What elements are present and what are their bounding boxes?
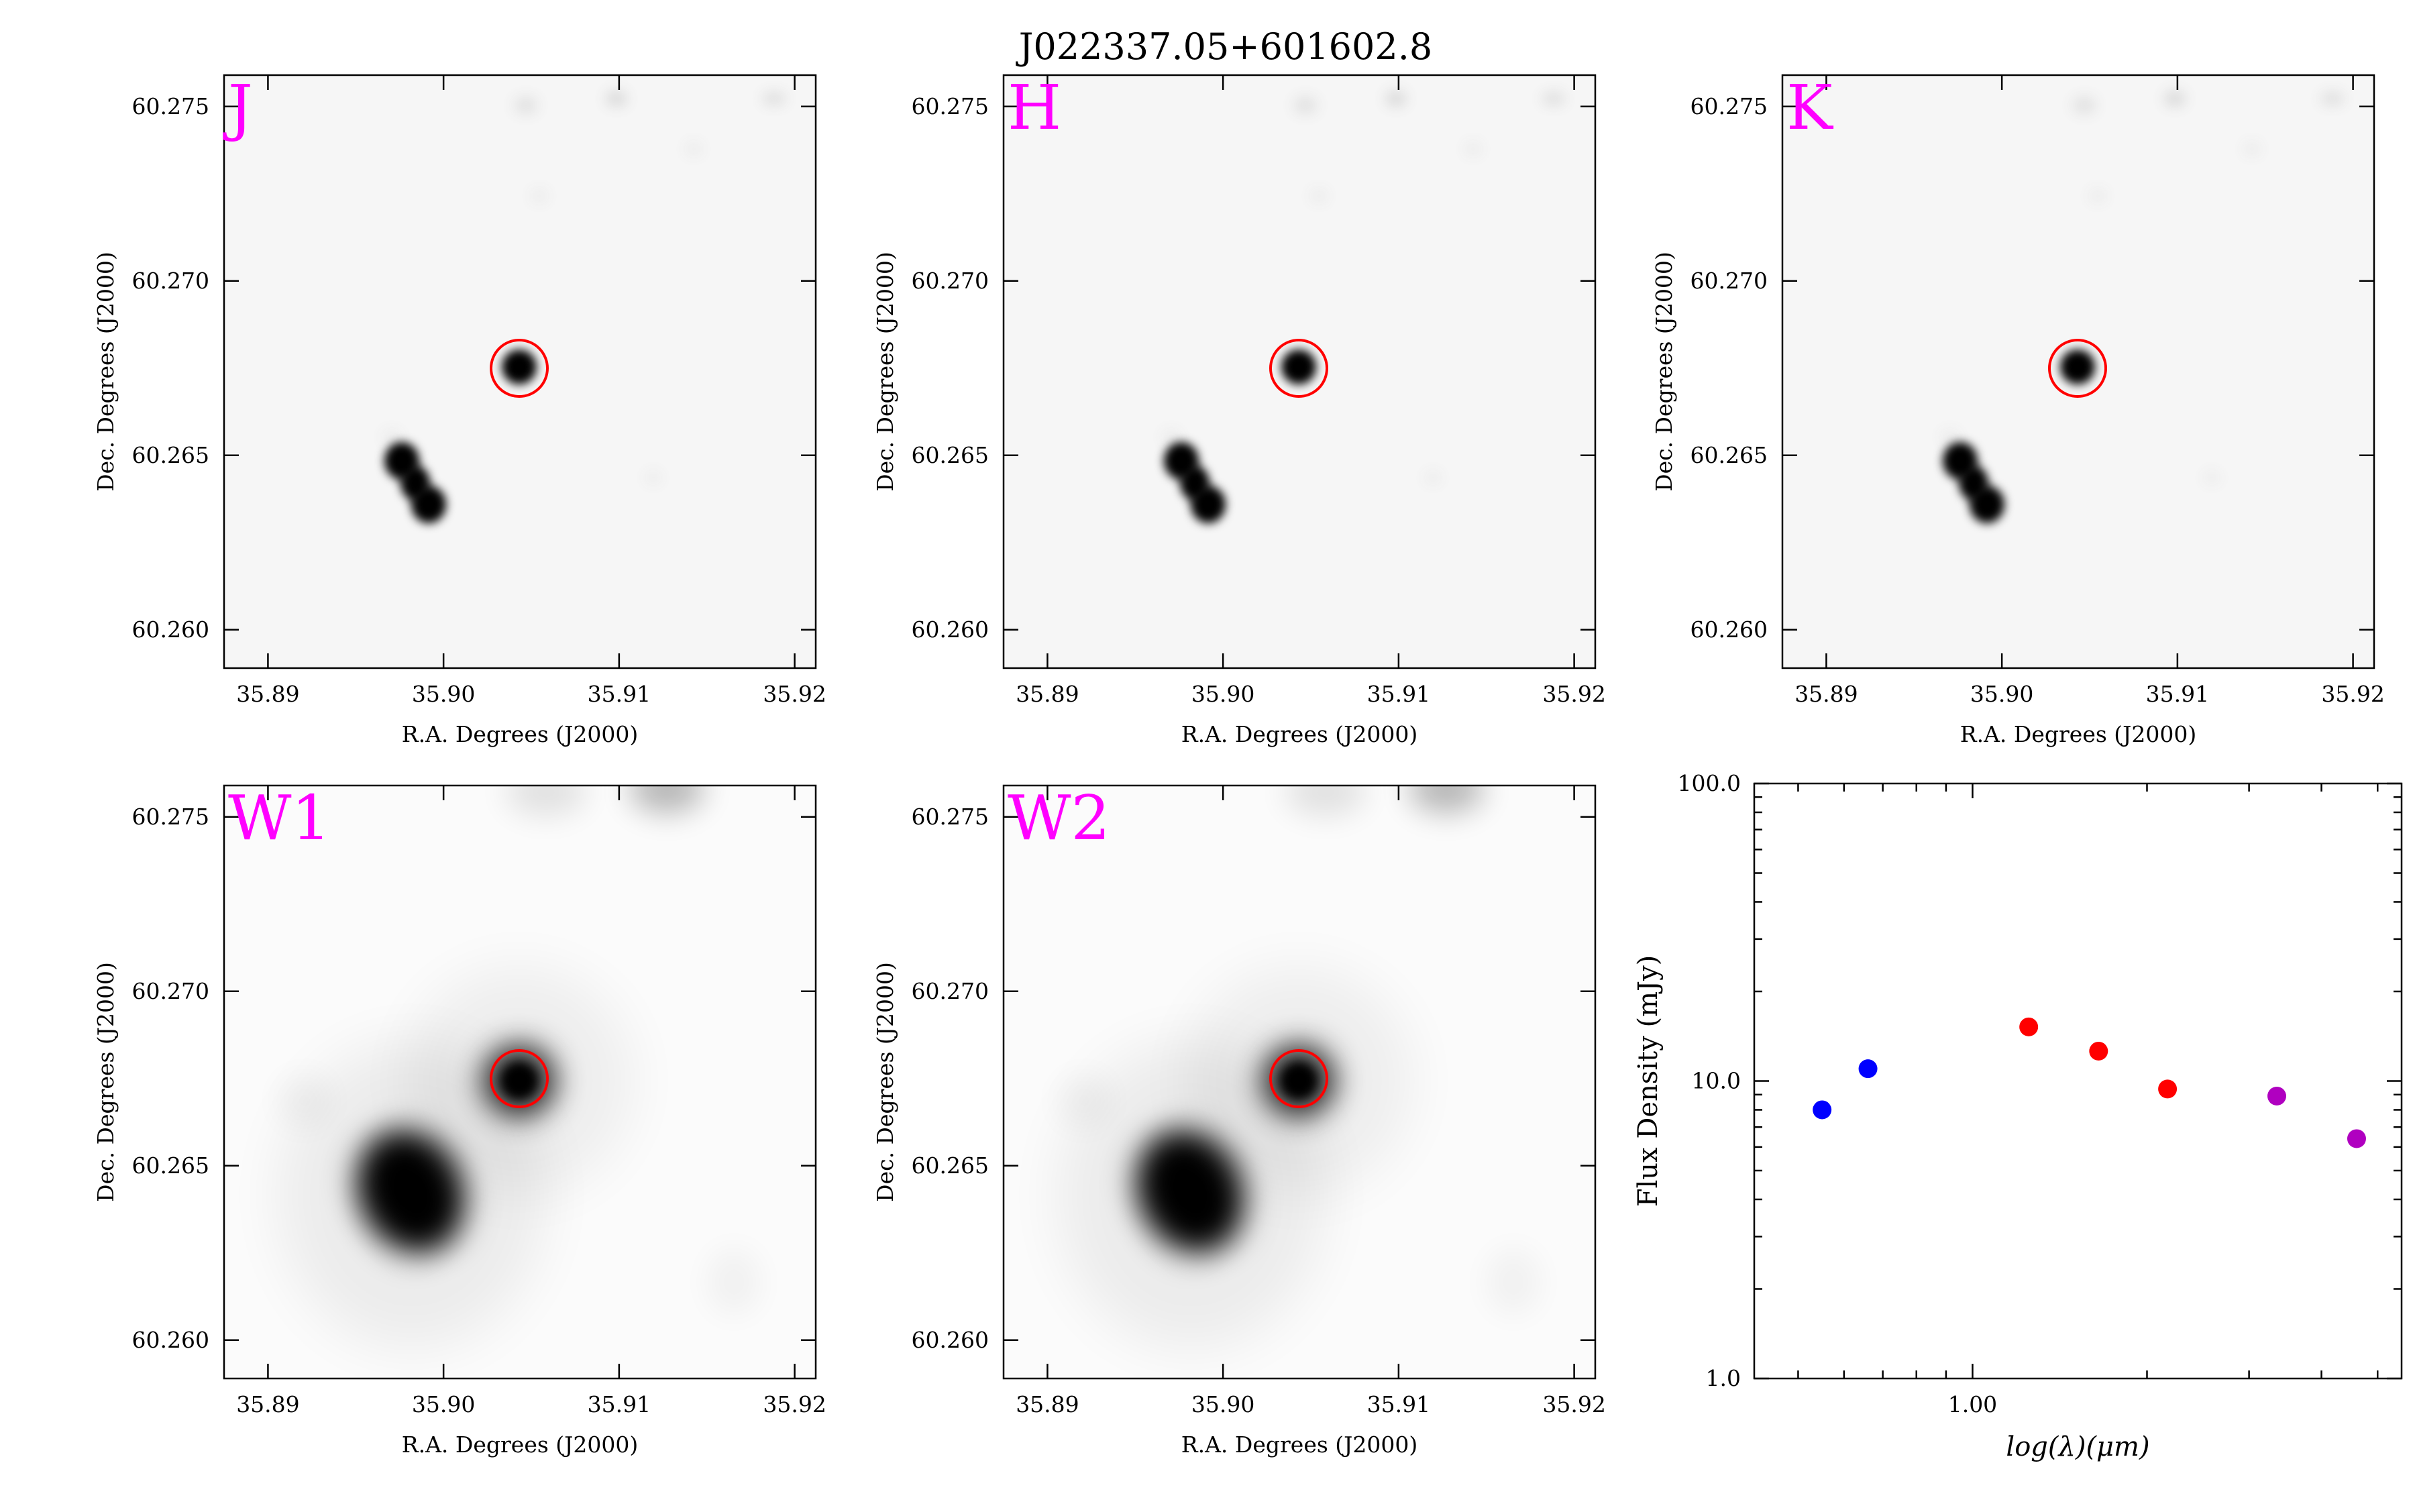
x-axis-label: R.A. Degrees (J2000): [1181, 1432, 1417, 1458]
y-tick-label: 60.265: [132, 442, 209, 468]
sed-x-axis-label: log(λ)(μm): [2006, 1432, 2149, 1462]
y-tick-label: 60.275: [132, 804, 209, 830]
y-tick-label: 60.265: [132, 1152, 209, 1179]
sed-y-tick-label: 1.0: [1706, 1365, 1741, 1391]
sed-series-1: [2019, 1017, 2178, 1099]
y-tick-label: 60.275: [1690, 93, 1768, 119]
y-tick-label: 60.260: [912, 1327, 989, 1353]
panel-frame: [1002, 74, 1597, 669]
target-circle: [1269, 339, 1328, 398]
sed-plot: 100.0 10.0 1.0 1.00 log(λ)(μm) Flux Density (…: [1633, 770, 2403, 1462]
y-tick-label: 60.270: [132, 268, 209, 294]
sed-data-point: [2158, 1079, 2178, 1099]
target-circle: [1269, 1049, 1328, 1108]
sed-data-point: [1858, 1059, 1878, 1079]
panel-frame: [1781, 74, 2375, 669]
x-tick-label: 35.89: [1016, 681, 1079, 707]
cutout-panel-j: 35.89 35.90 35.91 35.92 60.275 60.270 60.265 60…: [93, 72, 826, 747]
x-tick-label: 35.90: [412, 681, 475, 707]
y-tick-label: 60.270: [132, 978, 209, 1004]
cutout-panel-w1: 35.89 35.90 35.91 35.92 60.275 60.270 60.265 60…: [93, 782, 826, 1458]
figure-title: J022337.05+601602.8: [1016, 25, 1433, 68]
x-tick-label: 35.89: [1016, 1391, 1079, 1417]
cutout-image: [224, 786, 816, 1379]
x-tick-label: 35.90: [412, 1391, 475, 1417]
cutout-image: [1782, 75, 2374, 668]
x-axis-label: R.A. Degrees (J2000): [402, 721, 638, 747]
y-tick-label: 60.265: [912, 1152, 989, 1179]
band-label: J: [223, 72, 253, 144]
y-axis-label: Dec. Degrees (J2000): [93, 962, 119, 1202]
y-tick-label: 60.270: [912, 978, 989, 1004]
cutout-panel-h: 35.89 35.90 35.91 35.92 60.275 60.270 60.265 60…: [872, 72, 1606, 747]
band-label: H: [1008, 72, 1061, 144]
target-circle: [490, 1049, 549, 1108]
cutout-image: [1004, 786, 1595, 1379]
sed-frame: [1753, 782, 2403, 1380]
sed-y-tick-label: 100.0: [1678, 770, 1741, 796]
x-tick-label: 35.91: [1367, 1391, 1430, 1417]
x-tick-label: 35.89: [236, 681, 299, 707]
x-tick-label: 35.90: [1970, 681, 2033, 707]
sed-y-tick-label: 10.0: [1692, 1068, 1741, 1094]
band-label: K: [1786, 72, 1834, 144]
sed-data-point: [2347, 1129, 2366, 1148]
band-label: W2: [1008, 782, 1110, 854]
cutout-image: [224, 75, 816, 668]
y-axis-label: Dec. Degrees (J2000): [93, 252, 119, 492]
x-tick-label: 35.91: [588, 681, 651, 707]
cutout-panel-w2: 35.89 35.90 35.91 35.92 60.275 60.270 60.265 60…: [872, 782, 1606, 1458]
x-tick-label: 35.92: [1542, 681, 1605, 707]
target-circle: [2048, 339, 2107, 398]
x-tick-label: 35.92: [763, 681, 826, 707]
y-tick-label: 60.275: [912, 804, 989, 830]
x-tick-label: 35.92: [1542, 1391, 1605, 1417]
y-axis-label: Dec. Degrees (J2000): [1651, 252, 1677, 492]
y-axis-label: Dec. Degrees (J2000): [872, 252, 898, 492]
x-tick-label: 35.90: [1191, 1391, 1254, 1417]
sed-series-0: [1813, 1059, 1878, 1120]
y-tick-label: 60.270: [912, 268, 989, 294]
y-tick-label: 60.265: [912, 442, 989, 468]
x-axis-label: R.A. Degrees (J2000): [1960, 721, 2196, 747]
y-axis-label: Dec. Degrees (J2000): [872, 962, 898, 1202]
sed-series-2: [2267, 1086, 2366, 1148]
x-axis-label: R.A. Degrees (J2000): [1181, 721, 1417, 747]
y-tick-label: 60.260: [132, 616, 209, 643]
y-tick-label: 60.275: [132, 93, 209, 119]
cutout-panel-k: 35.89 35.90 35.91 35.92 60.275 60.270 60.265 60…: [1651, 72, 2385, 747]
y-tick-label: 60.260: [132, 1327, 209, 1353]
sed-data-point: [1813, 1100, 1832, 1120]
target-circle: [490, 339, 549, 398]
x-tick-label: 35.90: [1191, 681, 1254, 707]
x-tick-label: 35.92: [763, 1391, 826, 1417]
panel-frame: [223, 74, 817, 669]
sed-data-point: [2019, 1017, 2039, 1036]
x-tick-label: 35.91: [2146, 681, 2209, 707]
x-tick-label: 35.91: [1367, 681, 1430, 707]
y-tick-label: 60.265: [1690, 442, 1768, 468]
x-tick-label: 35.91: [588, 1391, 651, 1417]
x-tick-label: 35.89: [1794, 681, 1858, 707]
x-tick-label: 35.89: [236, 1391, 299, 1417]
cutout-image: [1004, 75, 1595, 668]
y-tick-label: 60.260: [1690, 616, 1768, 643]
panel-frame: [223, 784, 817, 1380]
sed-x-tick-label: 1.00: [1948, 1391, 1997, 1417]
x-axis-label: R.A. Degrees (J2000): [402, 1432, 638, 1458]
panel-frame: [1002, 784, 1597, 1380]
y-tick-label: 60.260: [912, 616, 989, 643]
band-label: W1: [228, 782, 331, 854]
sed-data-point: [2089, 1041, 2108, 1061]
y-tick-label: 60.270: [1690, 268, 1768, 294]
y-tick-label: 60.275: [912, 93, 989, 119]
x-tick-label: 35.92: [2321, 681, 2384, 707]
sed-y-axis-label: Flux Density (mJy): [1633, 955, 1664, 1207]
sed-data-point: [2267, 1086, 2287, 1105]
